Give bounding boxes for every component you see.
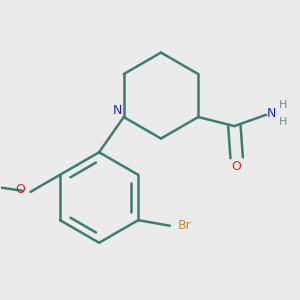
Text: N: N	[112, 104, 122, 117]
Text: Br: Br	[178, 219, 191, 232]
Text: N: N	[267, 107, 276, 120]
Text: O: O	[232, 160, 242, 173]
Text: O: O	[15, 183, 25, 196]
Text: H: H	[279, 117, 287, 127]
Text: H: H	[279, 100, 287, 110]
